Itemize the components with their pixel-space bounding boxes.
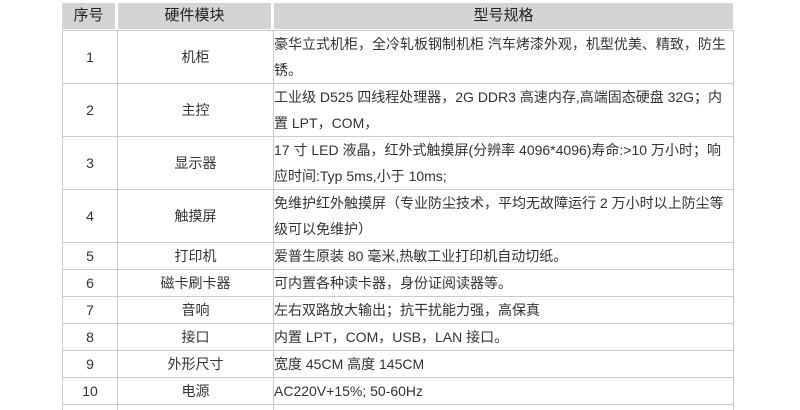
- row-no: 4: [62, 189, 118, 243]
- row-no: 5: [62, 242, 118, 270]
- column-header-module: 硬件模块: [118, 3, 271, 29]
- row-no: 8: [62, 323, 118, 351]
- row-module: 触摸屏: [117, 189, 274, 243]
- row-module: 外形尺寸: [117, 350, 274, 378]
- row-spec: 内置 LPT，COM，USB，LAN 接口。: [273, 323, 734, 351]
- row-module: 磁卡刷卡器: [117, 269, 274, 297]
- row-spec: AC220V+15%; 50-60Hz: [273, 377, 734, 405]
- row-module: 音响: [117, 296, 274, 324]
- row-module: 功耗: [117, 404, 274, 410]
- row-spec: 可内置各种读卡器，身份证阅读器等。: [273, 269, 734, 297]
- row-module: 主控: [117, 83, 274, 137]
- row-spec: 爱普生原装 80 毫米,热敏工业打印机自动切纸。: [273, 242, 734, 270]
- row-no: 3: [62, 136, 118, 190]
- row-module: 打印机: [117, 242, 274, 270]
- table-header-row: 序号 硬件模块 型号规格: [62, 3, 733, 30]
- row-no: 1: [62, 30, 118, 84]
- column-header-no: 序号: [62, 3, 115, 29]
- table-row: 6 磁卡刷卡器 可内置各种读卡器，身份证阅读器等。: [62, 269, 734, 297]
- table-row: 2 主控 工业级 D525 四线程处理器，2G DDR3 高速内存,高端固态硬盘…: [62, 83, 734, 137]
- column-header-spec: 型号规格: [274, 3, 733, 29]
- row-spec: 工业级 D525 四线程处理器，2G DDR3 高速内存,高端固态硬盘 32G；…: [273, 83, 734, 137]
- row-no: 9: [62, 350, 118, 378]
- row-no: 6: [62, 269, 118, 297]
- table-row: 11 功耗 75W: [62, 404, 734, 410]
- hardware-spec-table: 序号 硬件模块 型号规格 1 机柜 豪华立式机柜，全冷轧板钢制机柜 汽车烤漆外观…: [62, 3, 734, 410]
- row-no: 11: [62, 404, 118, 410]
- table-row: 5 打印机 爱普生原装 80 毫米,热敏工业打印机自动切纸。: [62, 242, 734, 270]
- table-row: 8 接口 内置 LPT，COM，USB，LAN 接口。: [62, 323, 734, 351]
- table-row: 10 电源 AC220V+15%; 50-60Hz: [62, 377, 734, 405]
- row-spec: 宽度 45CM 高度 145CM: [273, 350, 734, 378]
- row-spec: 豪华立式机柜，全冷轧板钢制机柜 汽车烤漆外观，机型优美、精致，防生锈。: [273, 30, 734, 84]
- spec-table-body: 1 机柜 豪华立式机柜，全冷轧板钢制机柜 汽车烤漆外观，机型优美、精致，防生锈。…: [62, 30, 734, 410]
- row-no: 10: [62, 377, 118, 405]
- table-row: 4 触摸屏 免维护红外触摸屏（专业防尘技术，平均无故障运行 2 万小时以上防尘等…: [62, 189, 734, 243]
- row-no: 7: [62, 296, 118, 324]
- row-spec: 75W: [273, 404, 734, 410]
- row-spec: 左右双路放大输出；抗干扰能力强，高保真: [273, 296, 734, 324]
- table-row: 7 音响 左右双路放大输出；抗干扰能力强，高保真: [62, 296, 734, 324]
- table-row: 3 显示器 17 寸 LED 液晶，红外式触摸屏(分辨率 4096*4096)寿…: [62, 136, 734, 190]
- table-row: 1 机柜 豪华立式机柜，全冷轧板钢制机柜 汽车烤漆外观，机型优美、精致，防生锈。: [62, 30, 734, 84]
- row-module: 接口: [117, 323, 274, 351]
- row-no: 2: [62, 83, 118, 137]
- row-spec: 免维护红外触摸屏（专业防尘技术，平均无故障运行 2 万小时以上防尘等级可以免维护…: [273, 189, 734, 243]
- table-row: 9 外形尺寸 宽度 45CM 高度 145CM: [62, 350, 734, 378]
- row-spec: 17 寸 LED 液晶，红外式触摸屏(分辨率 4096*4096)寿命:>10 …: [273, 136, 734, 190]
- row-module: 机柜: [117, 30, 274, 84]
- row-module: 电源: [117, 377, 274, 405]
- row-module: 显示器: [117, 136, 274, 190]
